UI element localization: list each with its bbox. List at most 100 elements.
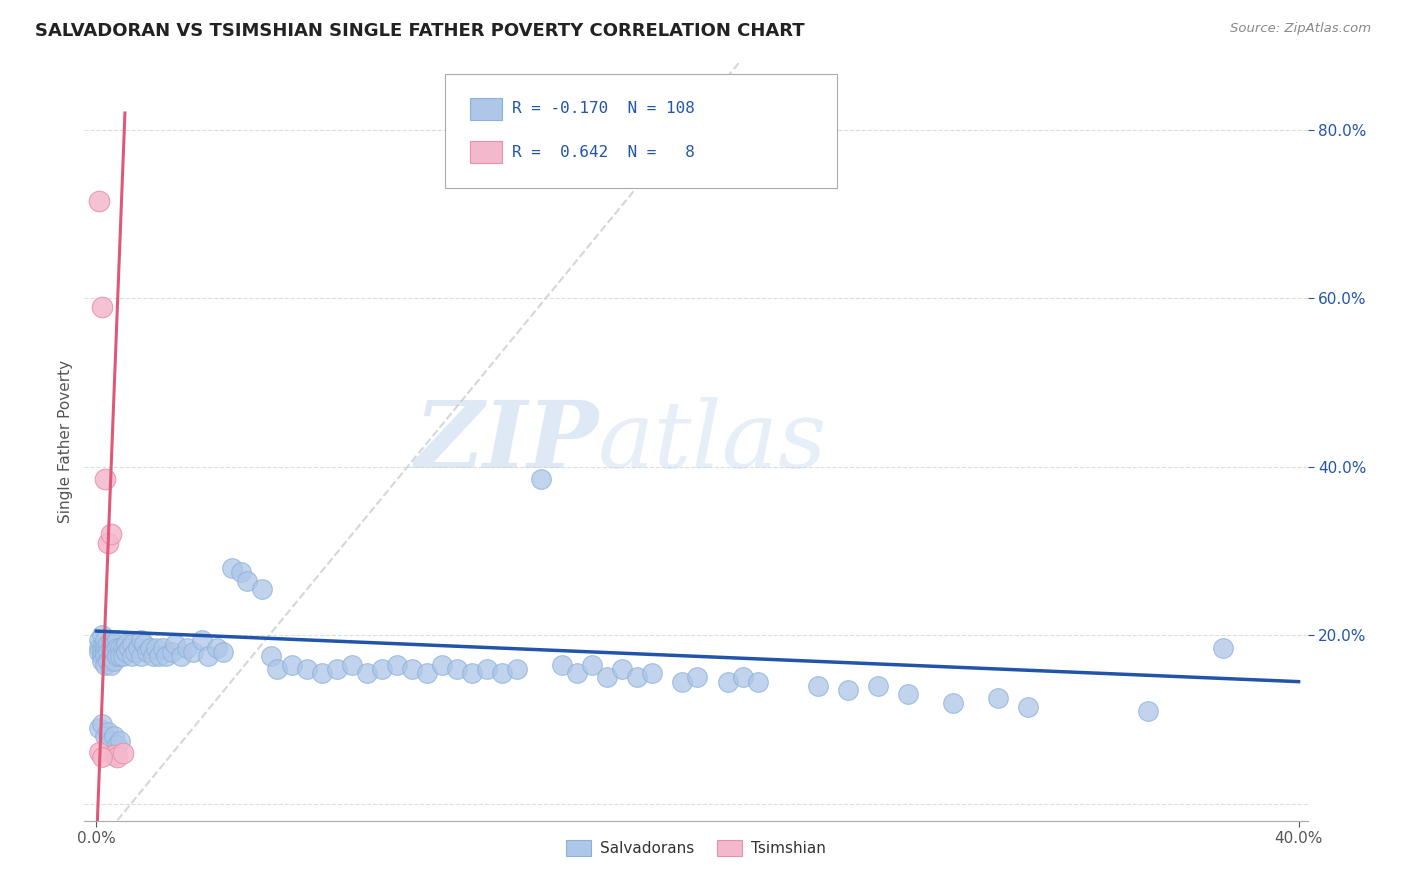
Point (124, 645, 146, 659)
Point (280, 657, 302, 672)
Point (91, 645, 114, 659)
Point (112, 649, 135, 664)
Point (103, 645, 125, 659)
Point (121, 637, 143, 651)
Point (385, 657, 408, 672)
Point (250, 582, 273, 596)
Point (91, 300, 114, 314)
Point (100, 649, 122, 664)
Point (134, 637, 156, 651)
Text: ZIP: ZIP (413, 397, 598, 486)
Point (897, 687, 920, 701)
Point (110, 733, 132, 747)
Legend: Salvadorans, Tsimshian: Salvadorans, Tsimshian (560, 834, 832, 863)
Text: R =  0.642  N =   8: R = 0.642 N = 8 (512, 145, 695, 160)
Point (211, 645, 233, 659)
Point (127, 640, 149, 655)
Text: SALVADORAN VS TSIMSHIAN SINGLE FATHER POVERTY CORRELATION CHART: SALVADORAN VS TSIMSHIAN SINGLE FATHER PO… (35, 22, 804, 40)
Point (169, 649, 191, 664)
Point (107, 649, 129, 664)
Point (89, 645, 111, 659)
Point (430, 657, 453, 672)
Point (1137, 704, 1160, 718)
Point (266, 662, 288, 676)
Point (94, 632, 117, 647)
Point (97, 645, 120, 659)
Point (94, 730, 117, 744)
Point (107, 750, 129, 764)
Point (626, 670, 648, 684)
Point (160, 645, 183, 659)
Point (530, 473, 553, 487)
Point (148, 649, 170, 664)
Point (567, 666, 589, 681)
Point (89, 632, 111, 647)
Point (371, 662, 394, 676)
Point (747, 674, 769, 689)
Point (716, 674, 738, 689)
Point (205, 640, 228, 655)
Point (807, 679, 830, 693)
Point (89, 194, 111, 209)
Point (112, 746, 135, 760)
Point (1212, 640, 1234, 655)
Point (686, 670, 709, 684)
Point (94, 649, 117, 664)
Text: atlas: atlas (598, 397, 828, 486)
Point (142, 649, 165, 664)
Point (506, 662, 529, 676)
Point (107, 632, 129, 647)
Point (121, 649, 143, 664)
Point (100, 632, 122, 647)
Point (112, 640, 135, 655)
Point (94, 645, 117, 659)
Point (326, 662, 349, 676)
Point (89, 640, 111, 655)
Point (229, 565, 252, 579)
Y-axis label: Single Father Poverty: Single Father Poverty (58, 360, 73, 523)
FancyBboxPatch shape (470, 98, 502, 120)
Point (837, 683, 859, 698)
Point (596, 670, 619, 684)
Point (581, 657, 603, 672)
Point (110, 640, 132, 655)
Text: Source: ZipAtlas.com: Source: ZipAtlas.com (1230, 22, 1371, 36)
Point (416, 666, 439, 681)
Point (100, 640, 122, 655)
Point (356, 666, 378, 681)
Point (181, 645, 204, 659)
Point (94, 640, 117, 655)
Point (866, 679, 889, 693)
Point (103, 747, 125, 762)
Point (401, 662, 423, 676)
Point (197, 649, 219, 664)
Point (118, 640, 141, 655)
Point (612, 662, 634, 676)
Point (311, 666, 333, 681)
Point (136, 645, 159, 659)
Point (163, 637, 186, 651)
Point (115, 637, 138, 651)
Point (139, 640, 162, 655)
Point (97, 654, 120, 668)
Point (97, 637, 120, 651)
Point (110, 649, 132, 664)
Point (987, 691, 1010, 706)
FancyBboxPatch shape (446, 74, 837, 187)
Point (91, 716, 114, 731)
Point (100, 657, 122, 672)
Point (671, 674, 693, 689)
Point (131, 632, 153, 647)
Point (100, 527, 122, 541)
Point (91, 640, 114, 655)
Point (115, 645, 138, 659)
Point (100, 733, 122, 747)
Point (97, 535, 120, 549)
Point (221, 561, 243, 575)
Point (91, 750, 114, 764)
Point (340, 657, 363, 672)
Point (103, 637, 125, 651)
FancyBboxPatch shape (470, 141, 502, 163)
Point (475, 662, 498, 676)
Point (260, 649, 283, 664)
